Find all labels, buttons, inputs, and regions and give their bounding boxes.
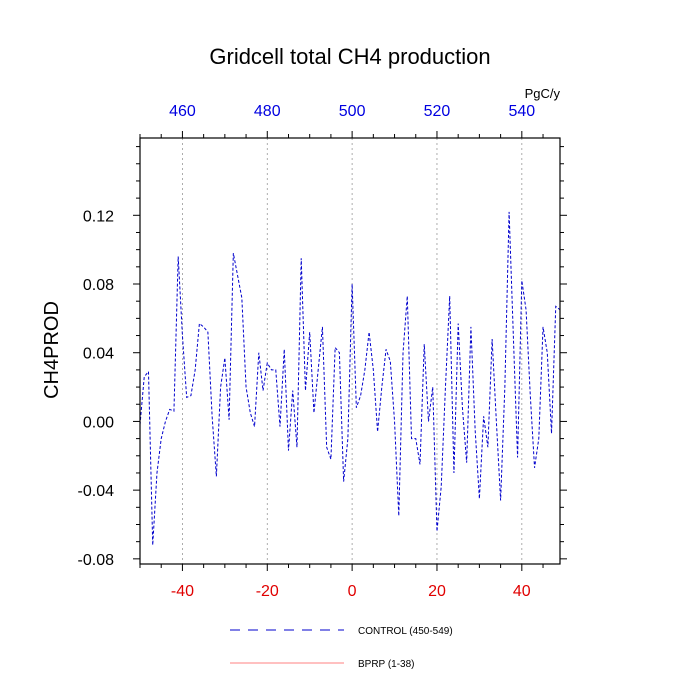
y-tick-label: 0.12 [83,208,114,225]
y-tick-label: 0.08 [83,277,114,294]
top-axis-unit: PgC/y [525,86,561,101]
top-tick-label: 520 [424,103,451,120]
chart-title: Gridcell total CH4 production [209,44,490,69]
series-layer [139,211,561,546]
top-tick-label: 460 [169,103,196,120]
grid-lines [182,138,523,564]
x-tick-label: -40 [171,583,194,600]
x-tick-label: 20 [428,583,446,600]
y-axis-label: CH4PROD [41,301,63,399]
series-line-0 [139,211,561,546]
y-tick-label: -0.08 [78,552,115,569]
axis-tick-labels: -40 -20 0 20 40 460 480 500 520 540 -0.08 -0.04 0.00… [78,103,536,600]
y-tick-label: 0.04 [83,346,114,363]
top-tick-label: 540 [508,103,535,120]
axis-ticks [133,131,567,571]
legend: CONTROL (450-549) BPRP (1-38) [230,626,453,670]
plot-frame [139,137,561,565]
x-tick-label: 40 [513,583,531,600]
top-tick-label: 480 [254,103,281,120]
x-tick-label: -20 [256,583,279,600]
y-tick-label: -0.04 [78,483,115,500]
legend-label-bprp: BPRP (1-38) [358,659,415,670]
y-tick-label: 0.00 [83,414,114,431]
legend-label-control: CONTROL (450-549) [358,626,453,637]
top-tick-label: 500 [339,103,366,120]
x-tick-label: 0 [348,583,357,600]
